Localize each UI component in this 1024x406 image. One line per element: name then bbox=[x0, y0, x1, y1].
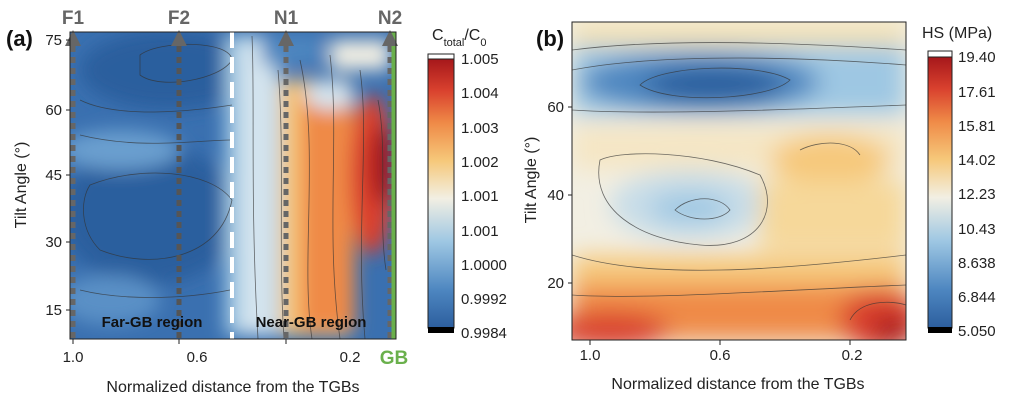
x-tick-b-2: 0.6 bbox=[710, 347, 731, 364]
x-axis-a: 1.0 0.6 0.2 GB bbox=[63, 339, 409, 369]
cb-b-tick-1: 17.61 bbox=[958, 84, 996, 101]
x-axis-b: 1.0 0.6 0.2 bbox=[580, 340, 863, 364]
gb-label: GB bbox=[380, 348, 409, 369]
heatmap-b bbox=[571, 21, 907, 341]
arrow-f1 bbox=[65, 30, 81, 46]
cb-a-tick-4: 1.001 bbox=[461, 188, 499, 205]
cb-b-tick-4: 12.23 bbox=[958, 186, 996, 203]
cb-a-tick-3: 1.002 bbox=[461, 154, 499, 171]
y-tick-a-30: 30 bbox=[45, 234, 62, 251]
panel-label-b: (b) bbox=[536, 26, 564, 51]
x-tick-a-1: 1.0 bbox=[63, 349, 84, 366]
arrow-f2 bbox=[171, 30, 187, 46]
cb-a-tick-2: 1.003 bbox=[461, 120, 499, 137]
arrow-n2 bbox=[382, 30, 398, 46]
cb-b-tick-7: 6.844 bbox=[958, 289, 996, 306]
x-axis-title-b: Normalized distance from the TGBs bbox=[611, 376, 864, 393]
cb-b-tick-6: 8.638 bbox=[958, 255, 996, 272]
line-label-f1: F1 bbox=[62, 8, 85, 29]
colorbar-a: Ctotal/C0 1.005 1.004 1.003 1.002 1.001 … bbox=[427, 27, 507, 342]
y-axis-title-a: Tilt Angle (°) bbox=[13, 142, 30, 229]
cb-a-tick-7: 0.9992 bbox=[461, 291, 507, 308]
cb-b-tick-0: 19.40 bbox=[958, 49, 996, 66]
cb-b-tick-3: 14.02 bbox=[958, 152, 996, 169]
cb-b-tick-5: 10.43 bbox=[958, 221, 996, 238]
line-label-n1: N1 bbox=[274, 8, 299, 29]
y-axis-b: 60 40 20 bbox=[547, 99, 572, 292]
cb-b-tick-8: 5.050 bbox=[958, 323, 996, 340]
colorbar-title-b: HS (MPa) bbox=[922, 25, 992, 42]
colorbar-b: HS (MPa) 19.40 17.61 15.81 14.02 12.23 1… bbox=[922, 25, 996, 340]
cb-a-tick-0: 1.005 bbox=[461, 51, 499, 68]
y-axis-title-b: Tilt Angle (°) bbox=[523, 137, 540, 224]
y-axis-a: 75 60 45 30 15 bbox=[45, 32, 70, 319]
y-tick-a-75: 75 bbox=[45, 32, 62, 49]
x-tick-a-2: 0.6 bbox=[187, 349, 208, 366]
y-tick-a-15: 15 bbox=[45, 302, 62, 319]
x-tick-a-3: 0.2 bbox=[340, 349, 361, 366]
cb-a-tick-1: 1.004 bbox=[461, 85, 499, 102]
y-tick-b-40: 40 bbox=[547, 187, 564, 204]
region-label-near: Near-GB region bbox=[256, 314, 367, 331]
cb-a-tick-6: 1.0000 bbox=[461, 257, 507, 274]
heatmap-a bbox=[65, 30, 398, 340]
cb-a-tick-5: 1.001 bbox=[461, 223, 499, 240]
line-label-f2: F2 bbox=[168, 8, 190, 29]
cb-a-tick-8: 0.9984 bbox=[461, 325, 507, 342]
x-tick-b-3: 0.2 bbox=[842, 347, 863, 364]
x-axis-title-a: Normalized distance from the TGBs bbox=[106, 379, 359, 396]
y-tick-b-20: 20 bbox=[547, 275, 564, 292]
region-label-far: Far-GB region bbox=[102, 314, 203, 331]
line-label-n2: N2 bbox=[378, 8, 402, 29]
x-tick-b-1: 1.0 bbox=[580, 347, 601, 364]
y-tick-a-45: 45 bbox=[45, 167, 62, 184]
arrow-n1 bbox=[278, 30, 294, 46]
y-tick-a-60: 60 bbox=[45, 102, 62, 119]
panel-label-a: (a) bbox=[6, 26, 33, 51]
cb-b-tick-2: 15.81 bbox=[958, 118, 996, 135]
y-tick-b-60: 60 bbox=[547, 99, 564, 116]
colorbar-title-a: Ctotal/C0 bbox=[432, 27, 486, 49]
